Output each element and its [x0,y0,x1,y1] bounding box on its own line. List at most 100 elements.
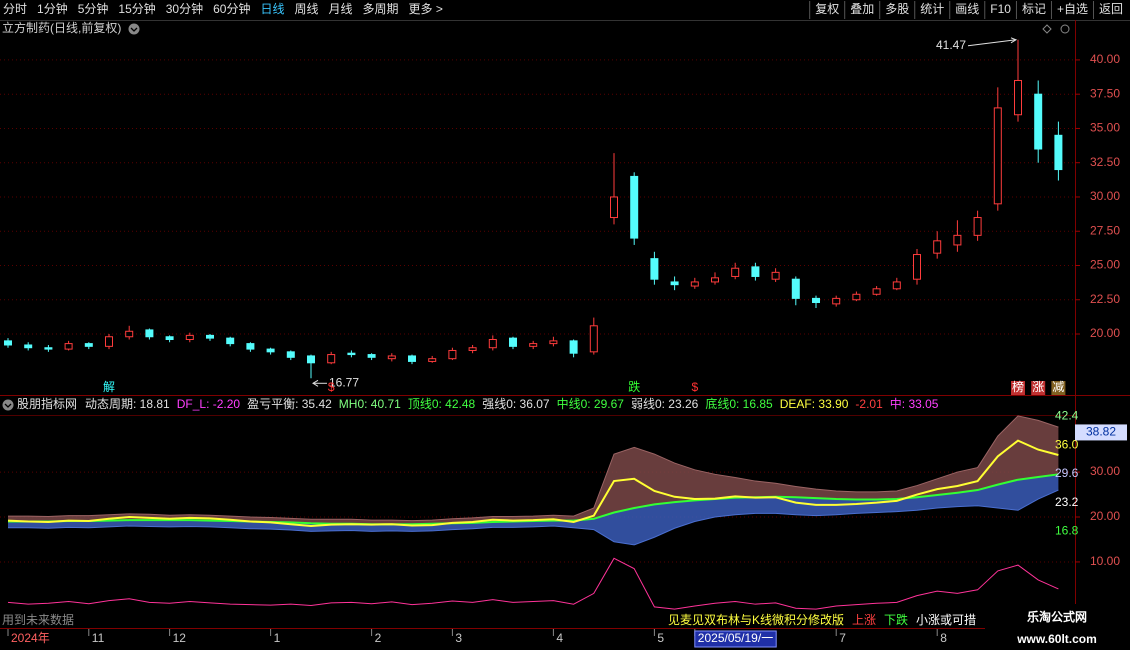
candle-body [832,297,841,305]
logo-box [985,604,1130,650]
indicator-title: 股朋指标网 [17,396,77,411]
candle-body [872,288,881,295]
y-tick-label: 22.50 [1090,292,1120,306]
indicator-value: 底线0: 16.85 [705,396,773,411]
candle-body [64,343,73,350]
legend-note: 上涨 [852,612,876,627]
candle-body [670,281,679,286]
period-tab[interactable]: 分时 [3,2,27,16]
candle-body [286,351,295,358]
candle-body [993,107,1002,205]
period-tab[interactable]: 1分钟 [37,1,68,16]
period-tab[interactable]: 15分钟 [118,1,155,16]
panel-icons[interactable] [1042,24,1070,34]
signal-label: 减 [1052,380,1064,394]
tool-button[interactable]: 多股 [885,2,909,16]
y-tick-label: 20.00 [1090,326,1120,340]
candle-body [206,334,214,339]
period-tab[interactable]: 5分钟 [78,1,109,16]
indicator-value: 强线0: 36.07 [482,397,550,411]
tool-button[interactable]: 返回 [1099,2,1123,16]
x-tick-label: 5 [657,631,664,645]
period-tab[interactable]: 周线 [294,2,318,16]
tool-button[interactable]: 复权 [815,2,839,16]
candle-body [4,340,12,346]
title-menu-icon[interactable] [128,23,140,35]
legend-note: 小涨或可措 [916,612,976,627]
indicator-menu-icon[interactable] [2,399,14,411]
period-tab[interactable]: 更多 > [409,2,443,16]
y-tick-label: 25.00 [1090,258,1120,272]
candle-body [751,266,760,277]
line-end-label: 42.4 [1055,409,1079,423]
candle-body [44,347,53,350]
line-end-label: 23.2 [1055,495,1079,509]
signal-label: 解 [103,380,115,394]
period-tab[interactable]: 30分钟 [166,1,203,16]
candle-body [610,196,618,219]
candle-body [185,334,194,340]
candle-body [812,297,820,303]
signal-label: 榜 [1012,379,1024,394]
candle-body [165,336,174,340]
tool-button[interactable]: 标记 [1022,2,1046,16]
signal-label: $ [328,380,335,394]
y-tick-label: 30.00 [1090,189,1120,203]
x-tick-label: 2025/05/19/一 [698,631,773,645]
candle-body [24,344,33,349]
candle-body [973,217,982,236]
indicator-line [7,557,1059,610]
tool-button[interactable]: 叠加 [850,2,874,16]
candle-body [246,343,255,350]
candle-body [367,354,376,358]
candle-body [953,234,962,246]
future-data-note: 用到未来数据 [2,612,74,627]
legend-note: 见麦见双布林与K线微积分修改版 [668,612,844,627]
tool-button[interactable]: 画线 [955,2,979,16]
candle-body [125,330,134,338]
period-tab[interactable]: 多周期 [363,2,399,16]
tool-button[interactable]: +自选 [1057,2,1088,16]
candle-body [589,325,598,353]
y-tick-label: 35.00 [1090,121,1120,135]
max-price-label: 41.47 [936,38,966,52]
candle-body [892,281,901,290]
candle-body [468,347,477,351]
candle-body [771,271,780,280]
indicator-value: 动态周期: 18.81 [85,397,170,411]
min-price-label: 16.77 [329,375,359,389]
line-end-label: 29.6 [1055,466,1079,480]
cursor-value: 38.82 [1086,425,1116,439]
chart-title: 立方制药(日线,前复权) [2,20,121,35]
period-tab[interactable]: 月线 [329,2,353,16]
max-price-arrow [967,39,1017,47]
indicator-value: 盈亏平衡: 35.42 [247,397,332,411]
tool-button[interactable]: F10 [990,2,1011,16]
candle-body [509,337,517,347]
logo-name: 乐淘公式网 [1027,609,1087,624]
band-area [8,474,1059,545]
signal-bg [1031,381,1046,395]
indicator-line [8,489,1059,546]
indicator-line [7,439,1059,527]
indicator-plot [7,415,1059,610]
signal-label: $ [691,380,698,394]
x-tick-label: 2024年 [11,631,50,645]
candle-body [731,267,740,277]
x-tick-label: 4 [556,631,563,645]
period-tab[interactable]: 日线 [260,2,284,16]
y-tick-label: 32.50 [1090,155,1120,169]
candles [4,39,1063,379]
line-end-label: 36.0 [1055,437,1079,451]
candle-body [630,175,639,239]
candle-body [1014,79,1022,116]
indicator-value: -2.01 [855,397,883,411]
tool-button[interactable]: 统计 [920,2,944,16]
legend-note: 下跌 [884,612,908,627]
x-tick-label: 7 [839,631,846,645]
period-tab[interactable]: 60分钟 [213,1,250,16]
candle-body [105,336,113,347]
